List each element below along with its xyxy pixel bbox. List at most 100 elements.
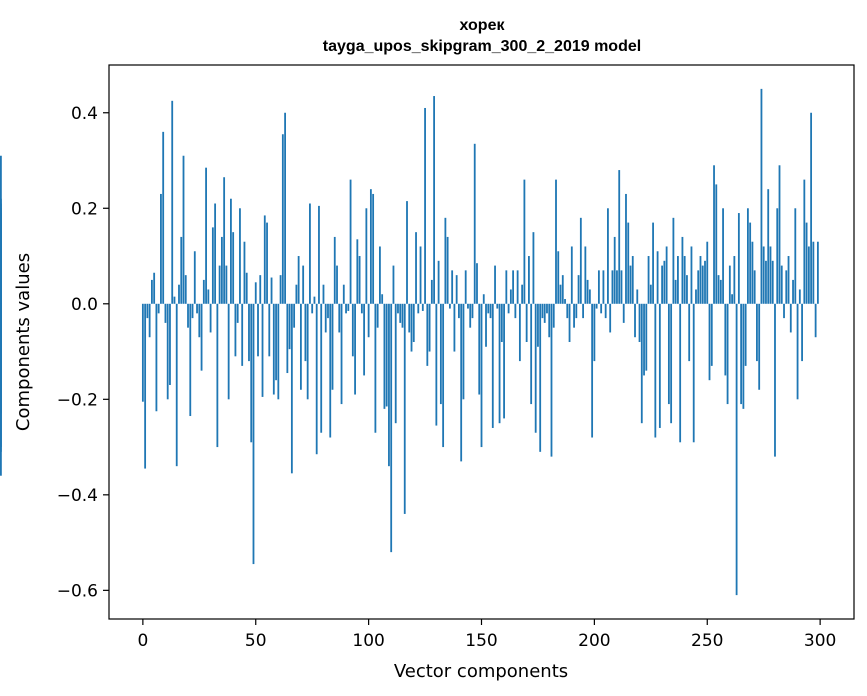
- bar-265: [740, 303, 743, 405]
- bar-185: [559, 284, 562, 304]
- x-tick-label: 200: [578, 631, 610, 651]
- bar-261: [731, 294, 733, 304]
- bar-274: [760, 88, 763, 304]
- bar-223: [645, 303, 648, 371]
- bar-177: [541, 303, 544, 319]
- bar-135: [446, 236, 449, 304]
- chart-title: хорек: [460, 17, 506, 34]
- bar-115: [401, 303, 404, 328]
- bar-211: [618, 170, 621, 304]
- bar-68: [295, 284, 298, 304]
- bar-6: [155, 303, 158, 412]
- bar-94: [354, 303, 356, 395]
- bar-231: [663, 260, 666, 304]
- bar-189: [568, 303, 571, 342]
- bar-47: [248, 303, 250, 362]
- bar-286: [787, 256, 790, 304]
- bar-19: [184, 275, 187, 304]
- y-tick-label: 0.0: [71, 295, 98, 315]
- bar-144: [467, 303, 469, 309]
- bar-208: [611, 270, 614, 304]
- bar-143: [464, 270, 467, 304]
- bar-95: [356, 239, 359, 304]
- bar-103: [374, 303, 377, 433]
- bar-142: [462, 303, 465, 400]
- bar-33: [216, 303, 219, 448]
- bar-121: [415, 232, 417, 304]
- bar-201: [595, 303, 598, 309]
- bar-122: [417, 303, 420, 314]
- bar-151: [482, 294, 485, 304]
- bar-56: [268, 303, 271, 357]
- bar-41: [234, 303, 237, 357]
- bar-242: [688, 303, 691, 362]
- bar-29: [207, 289, 210, 304]
- bar-262: [733, 256, 736, 304]
- bar-16: [178, 284, 180, 304]
- bar-171: [528, 256, 530, 304]
- bar-107: [383, 303, 386, 409]
- bar-198: [588, 289, 591, 304]
- bar-178: [543, 303, 546, 323]
- bar-277: [767, 189, 770, 304]
- bar-0: [141, 303, 144, 402]
- bar-28: [205, 167, 207, 304]
- bar-57: [270, 277, 273, 304]
- bar-132: [439, 303, 442, 405]
- x-tick-label: 50: [245, 631, 267, 651]
- bar-40: [232, 232, 235, 304]
- bar-278: [769, 246, 772, 304]
- bar-66: [290, 303, 293, 474]
- bar-112: [394, 303, 397, 424]
- bar-53: [261, 303, 264, 397]
- bar-263: [735, 303, 738, 596]
- bar-162: [507, 303, 510, 314]
- bar-206: [607, 208, 609, 304]
- bar-156: [494, 265, 496, 304]
- bar-245: [695, 289, 697, 304]
- bar-196: [584, 246, 587, 304]
- bar-276: [765, 260, 767, 304]
- bar-127: [428, 303, 431, 352]
- bar-75: [311, 303, 314, 314]
- bar-11: [166, 303, 169, 400]
- bar-170: [525, 303, 528, 342]
- bar-180: [548, 303, 551, 338]
- bar-96: [358, 256, 361, 304]
- bar-129: [433, 96, 435, 304]
- bar-25: [198, 303, 201, 338]
- bar-249: [704, 260, 706, 304]
- bar-285: [785, 270, 788, 304]
- y-tick-label: −0.2: [57, 390, 98, 410]
- bar-62: [281, 134, 284, 304]
- bar-38: [227, 303, 230, 400]
- bar-272: [756, 303, 758, 362]
- bar-291: [798, 289, 801, 304]
- bar-174: [534, 303, 537, 433]
- bar-26: [200, 303, 203, 371]
- bar-218: [634, 303, 636, 338]
- bar-241: [686, 275, 688, 304]
- bar-232: [665, 246, 668, 304]
- bar-60: [277, 303, 280, 400]
- y-tick-label: −0.6: [57, 581, 98, 601]
- bar-5: [153, 272, 156, 304]
- bar-88: [340, 303, 343, 405]
- bar-169: [523, 179, 526, 304]
- bar-279: [771, 260, 774, 304]
- x-axis: 0 50 100 150 200 250 300: [137, 619, 836, 651]
- bar-288: [792, 279, 794, 304]
- bar-270: [751, 241, 754, 304]
- bar-155: [491, 303, 494, 428]
- bar-87: [338, 303, 341, 333]
- bar-31: [211, 227, 214, 304]
- bar-166: [516, 270, 519, 304]
- bar-110: [390, 303, 393, 553]
- bar-85: [333, 236, 336, 304]
- bar-100: [367, 303, 370, 338]
- bar-229: [658, 303, 661, 428]
- bar-299: [816, 241, 819, 304]
- bar-3: [148, 303, 151, 338]
- bar-257: [722, 208, 724, 304]
- bar-70: [299, 303, 302, 390]
